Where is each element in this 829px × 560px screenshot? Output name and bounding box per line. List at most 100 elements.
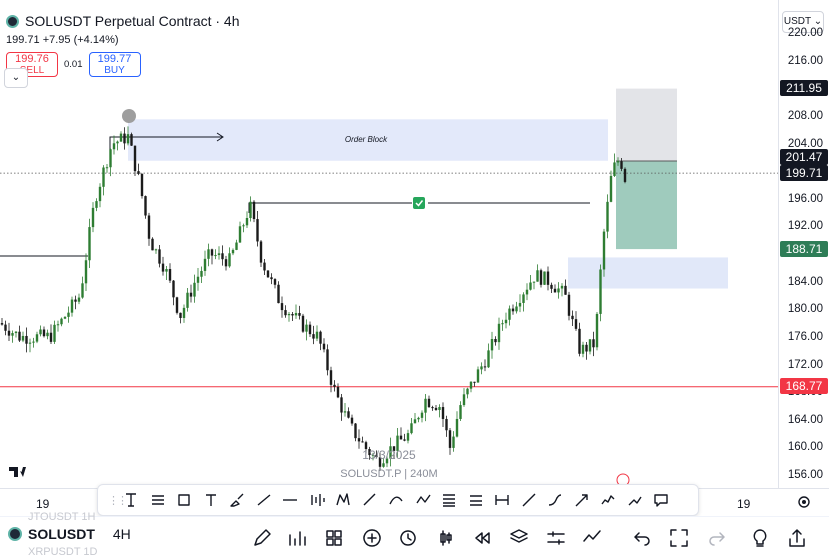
candle-body — [532, 281, 536, 283]
buy-button[interactable]: 199.77 BUY — [88, 52, 141, 77]
compare-icon[interactable] — [581, 527, 603, 549]
rewind-icon[interactable] — [471, 527, 493, 549]
grid-icon[interactable] — [323, 527, 345, 549]
candle-body — [511, 308, 515, 312]
horizontal-lines-tool-icon[interactable] — [145, 486, 172, 514]
pencil-icon[interactable] — [251, 527, 273, 549]
candle-body — [578, 328, 581, 354]
candle-body — [74, 299, 77, 302]
symbol-title[interactable]: SOLUSDT Perpetual Contract · 4h — [25, 13, 240, 29]
candle-body — [613, 162, 616, 176]
candle-body — [406, 433, 410, 441]
text-cursor-tool-icon[interactable] — [118, 486, 145, 514]
add-icon[interactable] — [361, 527, 383, 549]
candle-body — [102, 167, 105, 187]
zigzag-tool-icon[interactable] — [410, 486, 437, 514]
date-range-tool-icon[interactable] — [489, 486, 516, 514]
candle-body — [137, 171, 140, 174]
bottom-bar: JTOUSDT 1H SOLUSDT 4H XRPUSDT 1D — [0, 511, 829, 560]
indicators-icon[interactable] — [287, 527, 309, 549]
candle-body — [200, 270, 203, 277]
candle-body — [266, 270, 270, 278]
arrow-tool-icon[interactable] — [569, 486, 596, 514]
candle-body — [214, 255, 217, 257]
timeframe-selector[interactable]: 4H — [112, 526, 131, 542]
candle-body — [228, 253, 231, 267]
candle-body — [294, 313, 298, 316]
light-bulb-icon[interactable] — [749, 527, 771, 549]
layers-icon[interactable] — [508, 527, 530, 549]
rectangle-tool-icon[interactable] — [171, 486, 198, 514]
candle-body — [529, 282, 532, 290]
candle-body — [368, 449, 371, 456]
symbol-selector[interactable]: SOLUSDT 4H — [8, 526, 131, 542]
settings-icon[interactable] — [545, 527, 567, 549]
entry-price-label: 201.47 — [780, 149, 828, 165]
candles-icon[interactable] — [435, 527, 457, 549]
alarm-icon[interactable] — [397, 527, 419, 549]
price-tick: 184.00 — [787, 275, 823, 288]
candle-body — [357, 438, 361, 442]
trend-line-tool-icon[interactable] — [251, 486, 278, 514]
price-chart[interactable]: Order Block 13/3/2025 SOLUSDT.P | 240M — [0, 0, 778, 488]
settings-gear-icon[interactable] — [797, 495, 811, 514]
candle-body — [39, 329, 42, 335]
curve-tool-icon[interactable] — [383, 486, 410, 514]
pattern-tool-icon[interactable] — [595, 486, 622, 514]
chart-area[interactable]: Order Block 13/3/2025 SOLUSDT.P | 240M — [0, 0, 778, 488]
fib-channel-tool-icon[interactable] — [436, 486, 463, 514]
currency-selector[interactable]: USDT ⌄ — [782, 11, 824, 33]
candle-body — [546, 271, 550, 285]
xabcd-tool-icon[interactable] — [330, 486, 357, 514]
sell-label: SELL — [19, 65, 45, 76]
candle-body — [193, 282, 196, 297]
spread-value: 0.01 — [64, 59, 83, 70]
candle-body — [616, 161, 620, 163]
line-tool-icon[interactable] — [516, 486, 543, 514]
candle-body — [298, 313, 301, 316]
candle-body — [431, 407, 434, 409]
share-icon[interactable] — [786, 527, 808, 549]
candle-body — [182, 307, 186, 318]
candle-body — [392, 446, 396, 451]
candle-body — [7, 330, 11, 336]
price-tick: 192.00 — [787, 220, 823, 233]
candle-body — [116, 141, 119, 144]
ruler-tool-icon[interactable] — [357, 486, 384, 514]
candle-body — [196, 276, 200, 283]
parallel-lines-tool-icon[interactable] — [463, 486, 490, 514]
exchange-logo-icon — [6, 14, 19, 28]
price-axis[interactable]: USDT ⌄ 220.00216.00212.00208.00204.00200… — [778, 0, 829, 488]
candle-body — [588, 339, 592, 352]
fullscreen-icon[interactable] — [668, 527, 690, 549]
candle-body — [606, 201, 609, 232]
horizontal-line-tool-icon[interactable] — [277, 486, 304, 514]
candle-body — [333, 384, 336, 387]
candle-body — [67, 312, 70, 317]
text-tool-icon[interactable] — [198, 486, 225, 514]
candle-body — [441, 407, 445, 419]
candle-body — [18, 331, 21, 341]
candle-body — [63, 316, 67, 319]
undo-icon[interactable] — [631, 527, 653, 549]
demand-zone — [568, 257, 728, 289]
long-position-tool-icon[interactable] — [304, 486, 331, 514]
brush-tool-icon[interactable] — [224, 486, 251, 514]
candle-body — [553, 288, 557, 293]
horizontal-line-label: 168.77 — [780, 378, 828, 394]
candle-body — [119, 133, 123, 142]
redo-icon[interactable] — [706, 527, 728, 549]
candle-body — [417, 417, 420, 420]
candle-body — [161, 263, 165, 272]
drag-handle-icon[interactable]: ⋮⋮ — [108, 494, 128, 507]
collapse-legend-button[interactable]: ⌄ — [4, 68, 28, 88]
path-tool-icon[interactable] — [542, 486, 569, 514]
polyline-tool-icon[interactable] — [622, 486, 649, 514]
sell-button[interactable]: 199.76 SELL — [6, 52, 58, 77]
candle-body — [375, 454, 378, 458]
candle-body — [326, 349, 329, 371]
candle-body — [25, 335, 28, 344]
candle-body — [452, 436, 455, 448]
comment-tool-icon[interactable] — [648, 486, 675, 514]
